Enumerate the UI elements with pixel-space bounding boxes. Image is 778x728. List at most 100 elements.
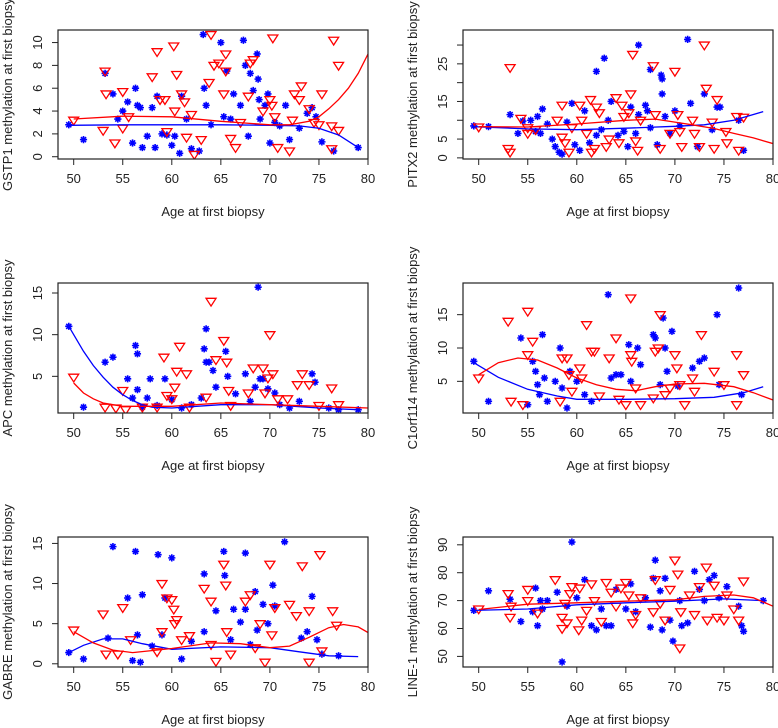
data-point-triangle	[202, 78, 216, 89]
data-point-triangle	[619, 578, 633, 589]
panel-4: 50 55 60 65 70 75 80 5 10 15 Age at first biopsy C1…	[405, 246, 778, 473]
smooth-curve-blue	[473, 598, 764, 612]
data-point-triangle	[315, 90, 329, 100]
data-point-asterisk	[253, 626, 261, 634]
data-point-triangle	[224, 134, 237, 145]
data-point-asterisk	[661, 574, 669, 582]
data-point-asterisk	[517, 334, 525, 342]
data-point-triangle	[604, 588, 618, 599]
data-point-asterisk	[138, 143, 146, 152]
x-axis-title: Age at first biopsy	[161, 712, 265, 727]
data-point-asterisk	[318, 650, 326, 658]
plot-area	[65, 538, 368, 667]
data-point-asterisk	[133, 386, 142, 394]
data-point-asterisk	[131, 84, 140, 92]
y-tick-label: 5	[30, 373, 45, 380]
data-point-triangle	[737, 371, 750, 381]
data-point-asterisk	[470, 606, 478, 614]
data-point-triangle	[67, 626, 80, 637]
data-point-triangle	[116, 124, 129, 135]
data-point-asterisk	[666, 129, 674, 138]
y-tick-label: 2	[30, 130, 45, 137]
data-point-asterisk	[658, 626, 666, 634]
data-point-asterisk	[255, 96, 263, 104]
data-point-asterisk	[136, 658, 145, 666]
data-point-triangle	[170, 367, 183, 378]
data-point-triangle	[150, 648, 164, 658]
data-point-triangle	[560, 354, 574, 364]
data-point-asterisk	[678, 622, 686, 630]
y-tick-label: 70	[435, 593, 450, 607]
smooth-curve-blue	[473, 110, 764, 131]
data-point-asterisk	[202, 325, 210, 333]
x-tick-label: 55	[521, 171, 535, 186]
data-point-asterisk	[168, 396, 176, 404]
data-point-triangle	[253, 620, 267, 630]
data-point-asterisk	[220, 547, 228, 556]
data-point-triangle	[283, 147, 296, 157]
data-point-asterisk	[231, 390, 240, 398]
x-axis-title: Age at first biopsy	[566, 204, 670, 219]
data-point-triangle	[472, 374, 485, 384]
x-tick-label: 65	[214, 679, 228, 694]
data-point-asterisk	[538, 331, 547, 339]
data-point-triangle	[268, 603, 281, 614]
series-red	[67, 297, 345, 413]
data-point-triangle	[175, 90, 188, 100]
y-tick-label: 8	[30, 62, 45, 69]
data-point-triangle	[634, 116, 647, 127]
data-point-triangle	[580, 321, 593, 331]
data-point-triangle	[671, 110, 685, 121]
data-point-asterisk	[690, 567, 699, 575]
x-axis-title: Age at first biopsy	[566, 712, 670, 727]
plot-area	[65, 30, 368, 159]
data-point-triangle	[165, 395, 178, 405]
x-tick-label: 75	[312, 171, 326, 186]
data-point-asterisk	[538, 105, 547, 113]
data-point-asterisk	[249, 86, 257, 95]
data-point-asterisk	[558, 658, 566, 666]
data-point-triangle	[629, 610, 642, 621]
data-point-triangle	[256, 107, 270, 118]
smooth-curve-red	[73, 53, 368, 126]
data-point-triangle	[602, 354, 616, 364]
data-point-triangle	[168, 107, 181, 118]
data-point-asterisk	[281, 538, 289, 546]
data-point-asterisk	[241, 370, 249, 378]
data-point-asterisk	[538, 605, 547, 613]
data-point-triangle	[668, 556, 682, 567]
data-point-asterisk	[658, 90, 666, 98]
data-point-asterisk	[738, 391, 746, 399]
data-point-asterisk	[553, 588, 561, 596]
series-red	[67, 30, 345, 159]
data-point-triangle	[296, 562, 309, 572]
data-point-asterisk	[311, 378, 319, 386]
data-point-triangle	[504, 602, 518, 613]
data-point-triangle	[122, 113, 135, 123]
data-point-triangle	[67, 116, 80, 127]
data-point-triangle	[296, 370, 309, 380]
data-point-asterisk	[669, 637, 677, 645]
x-tick-label: 65	[619, 679, 633, 694]
data-point-triangle	[727, 605, 740, 615]
data-point-triangle	[212, 59, 226, 70]
data-point-asterisk	[533, 622, 542, 630]
data-point-triangle	[521, 129, 534, 140]
data-point-asterisk	[128, 394, 137, 402]
data-point-triangle	[700, 84, 713, 95]
data-point-triangle	[327, 36, 340, 47]
data-point-triangle	[170, 70, 183, 81]
data-point-triangle	[612, 395, 626, 406]
data-point-asterisk	[151, 143, 159, 152]
data-point-asterisk	[261, 101, 269, 109]
data-point-asterisk	[271, 602, 279, 610]
x-tick-label: 60	[165, 425, 179, 440]
data-point-triangle	[626, 619, 639, 629]
data-point-asterisk	[236, 618, 245, 626]
data-point-triangle	[116, 386, 129, 397]
x-tick-label: 50	[471, 679, 485, 694]
data-point-asterisk	[604, 291, 612, 299]
x-axis-title: Age at first biopsy	[566, 458, 670, 473]
data-point-asterisk	[143, 394, 151, 402]
data-point-asterisk	[581, 107, 589, 115]
